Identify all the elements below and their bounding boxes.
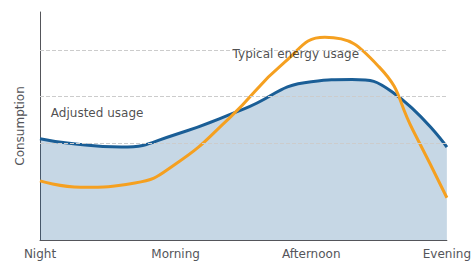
svg-text:Afternoon: Afternoon: [282, 247, 341, 261]
svg-text:Morning: Morning: [151, 247, 200, 261]
svg-text:Adjusted usage: Adjusted usage: [51, 106, 144, 120]
svg-text:Night: Night: [24, 247, 57, 261]
svg-text:Typical energy usage: Typical energy usage: [232, 47, 359, 61]
svg-text:Evening: Evening: [423, 247, 471, 261]
svg-text:Consumption: Consumption: [13, 86, 27, 165]
